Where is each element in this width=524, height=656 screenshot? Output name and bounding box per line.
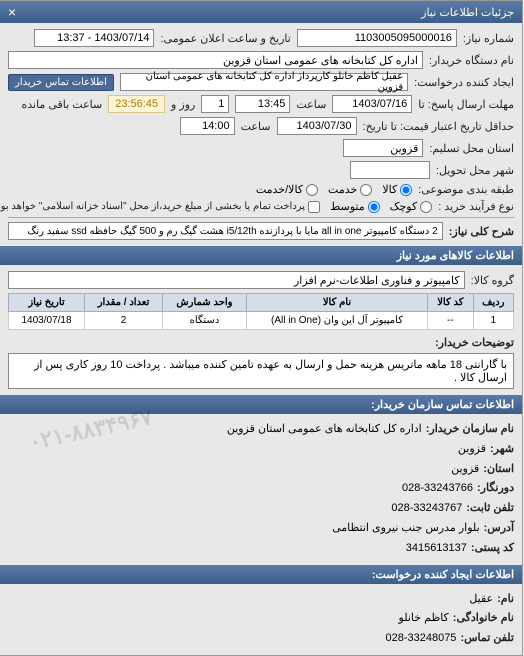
contact-phone-value: 028-33243766 — [403, 479, 474, 499]
fax-value: 028-33243767 — [392, 499, 463, 519]
creator-name-label: نام: — [498, 590, 515, 610]
buyer-field: اداره کل کتابخانه های عمومی استان قزوین — [9, 51, 424, 69]
cat-radio-3[interactable]: کالا/خدمت — [257, 183, 319, 196]
goods-table: ردیف کد کالا نام کالا واحد شمارش تعداد /… — [9, 293, 515, 330]
province-value: قزوین — [452, 460, 480, 480]
creator-family-label: نام خانوادگی: — [454, 609, 515, 629]
address-label: آدرس: — [485, 519, 515, 539]
city-label: شهر محل تحویل: — [437, 164, 515, 177]
remain-num-field: 1 — [202, 95, 230, 113]
deadline-time-field: 13:45 — [236, 95, 291, 113]
table-row: 1 -- کامپیوتر آل این وان (All in One) دس… — [10, 312, 515, 330]
close-icon[interactable]: × — [9, 4, 17, 20]
buyer-label: نام دستگاه خریدار: — [430, 54, 515, 67]
cat-radio-input-3[interactable] — [307, 184, 319, 196]
countdown-field: 23:56:45 — [109, 95, 166, 113]
creator-family-value: کاظم خانلو — [400, 609, 450, 629]
td-name: کامپیوتر آل این وان (All in One) — [247, 312, 428, 330]
remain-left-label: ساعت باقی مانده — [22, 98, 103, 111]
proc-opt2-label: متوسط — [331, 200, 366, 213]
cat-opt2-label: خدمت — [329, 183, 358, 196]
key-label: شرح کلی نیاز: — [450, 225, 515, 238]
notes-label: توضیحات خریدار: — [436, 336, 515, 349]
cat-radio-input-2[interactable] — [361, 184, 373, 196]
contact-phone-label: دورنگار: — [478, 479, 515, 499]
address-value: بلوار مدرس جنب نیروی انتظامی — [333, 519, 481, 539]
proc-note-label: پرداخت تمام یا بخشی از مبلغ خرید،از محل … — [0, 201, 306, 212]
group-field: کامپیوتر و فناوری اطلاعات-نرم افزار — [9, 271, 466, 289]
th-date: تاریخ نیاز — [10, 294, 86, 312]
requester-label: ایجاد کننده درخواست: — [415, 76, 515, 89]
deadline-label: مهلت ارسال پاسخ: تا — [419, 98, 515, 111]
proc-radio-input-2[interactable] — [369, 201, 381, 213]
contact-city-value: قزوین — [459, 440, 487, 460]
separator-1 — [9, 217, 515, 218]
cat-radio-input-1[interactable] — [401, 184, 413, 196]
title-bar: جزئیات اطلاعات نیاز × — [1, 1, 523, 23]
creator-section: نام: عقیل نام خانوادگی: کاظم خانلو تلفن … — [9, 590, 515, 649]
category-radio-group: کالا خدمت کالا/خدمت — [257, 183, 413, 196]
req-number-field: 1103005095000016 — [298, 29, 458, 47]
creator-name-value: عقیل — [470, 590, 494, 610]
th-unit: واحد شمارش — [164, 294, 248, 312]
th-qty: تعداد / مقدار — [86, 294, 164, 312]
contact-city-label: شهر: — [491, 440, 515, 460]
section-header-goods: اطلاعات کالاهای مورد نیاز — [1, 246, 523, 265]
proc-radio-1[interactable]: کوچک — [391, 200, 434, 213]
contact-section: ۰۲۱-۸۸۳۴۹۶۷ نام سازمان خریدار: اداره کل … — [9, 420, 515, 559]
postal-value: 3415613137 — [407, 539, 468, 559]
postal-label: کد پستی: — [472, 539, 515, 559]
proc-radio-2[interactable]: متوسط — [331, 200, 381, 213]
creator-phone-label: تلفن تماس: — [461, 629, 515, 649]
location-label: استان محل تسلیم: — [430, 142, 515, 155]
th-row: ردیف — [474, 294, 514, 312]
td-qty: 2 — [86, 312, 164, 330]
creator-phone-value: 028-33248075 — [386, 629, 457, 649]
section-header-creator: اطلاعات ایجاد کننده درخواست: — [1, 565, 523, 584]
key-field: 2 دستگاه کامپیوتر all in one مایا با پرد… — [9, 222, 444, 240]
process-radio-group: کوچک متوسط پرداخت تمام یا بخشی از مبلغ خ… — [0, 200, 433, 213]
notes-field: با گارانتی 18 ماهه ماتریس هزینه حمل و ار… — [9, 353, 515, 389]
saat-label-1: ساعت — [297, 98, 327, 111]
requester-field: عقیل کاظم خانلو کارپرداز اداره کل کتابخا… — [121, 73, 409, 91]
proc-radio-input-1[interactable] — [421, 201, 433, 213]
group-label: گروه کالا: — [472, 274, 515, 287]
cat-opt1-label: کالا — [383, 183, 398, 196]
main-window: جزئیات اطلاعات نیاز × شماره نیاز: 110300… — [0, 0, 524, 656]
contact-button[interactable]: اطلاعات تماس خریدار — [9, 74, 115, 91]
section-header-contact: اطلاعات تماس سازمان خریدار: — [1, 395, 523, 414]
cat-radio-2[interactable]: خدمت — [329, 183, 373, 196]
date-field: 1403/07/14 - 13:37 — [35, 29, 155, 47]
cat-opt3-label: کالا/خدمت — [257, 183, 304, 196]
td-date: 1403/07/18 — [10, 312, 86, 330]
remain-days-label: روز و — [172, 98, 196, 111]
req-number-label: شماره نیاز: — [464, 32, 515, 45]
td-code: -- — [429, 312, 474, 330]
proc-check[interactable]: پرداخت تمام یا بخشی از مبلغ خرید،از محل … — [0, 201, 321, 213]
proc-check-input[interactable] — [309, 201, 321, 213]
fax-label: تلفن ثابت: — [467, 499, 515, 519]
content-area: شماره نیاز: 1103005095000016 تاریخ و ساع… — [1, 23, 523, 655]
window-title: جزئیات اطلاعات نیاز — [422, 6, 515, 19]
th-name: نام کالا — [247, 294, 428, 312]
city-field — [351, 161, 431, 179]
proc-opt1-label: کوچک — [391, 200, 419, 213]
org-label: نام سازمان خریدار: — [427, 420, 515, 440]
deadline-date-field: 1403/07/16 — [333, 95, 413, 113]
process-label: نوع فرآیند خرید : — [439, 200, 515, 213]
saat-label-2: ساعت — [242, 120, 272, 133]
td-row: 1 — [474, 312, 514, 330]
date-label: تاریخ و ساعت اعلان عمومی: — [161, 32, 291, 45]
org-value: اداره کل کتابخانه های عمومی استان قزوین — [228, 420, 423, 440]
validity-label: حداقل تاریخ اعتبار قیمت: تا تاریخ: — [364, 120, 515, 133]
td-unit: دستگاه — [164, 312, 248, 330]
location-field: قزوین — [344, 139, 424, 157]
cat-radio-1[interactable]: کالا — [383, 183, 413, 196]
validity-date-field: 1403/07/30 — [278, 117, 358, 135]
province-label: استان: — [484, 460, 515, 480]
validity-time-field: 14:00 — [181, 117, 236, 135]
category-label: طبقه بندی موضوعی: — [419, 183, 515, 196]
th-code: کد کالا — [429, 294, 474, 312]
